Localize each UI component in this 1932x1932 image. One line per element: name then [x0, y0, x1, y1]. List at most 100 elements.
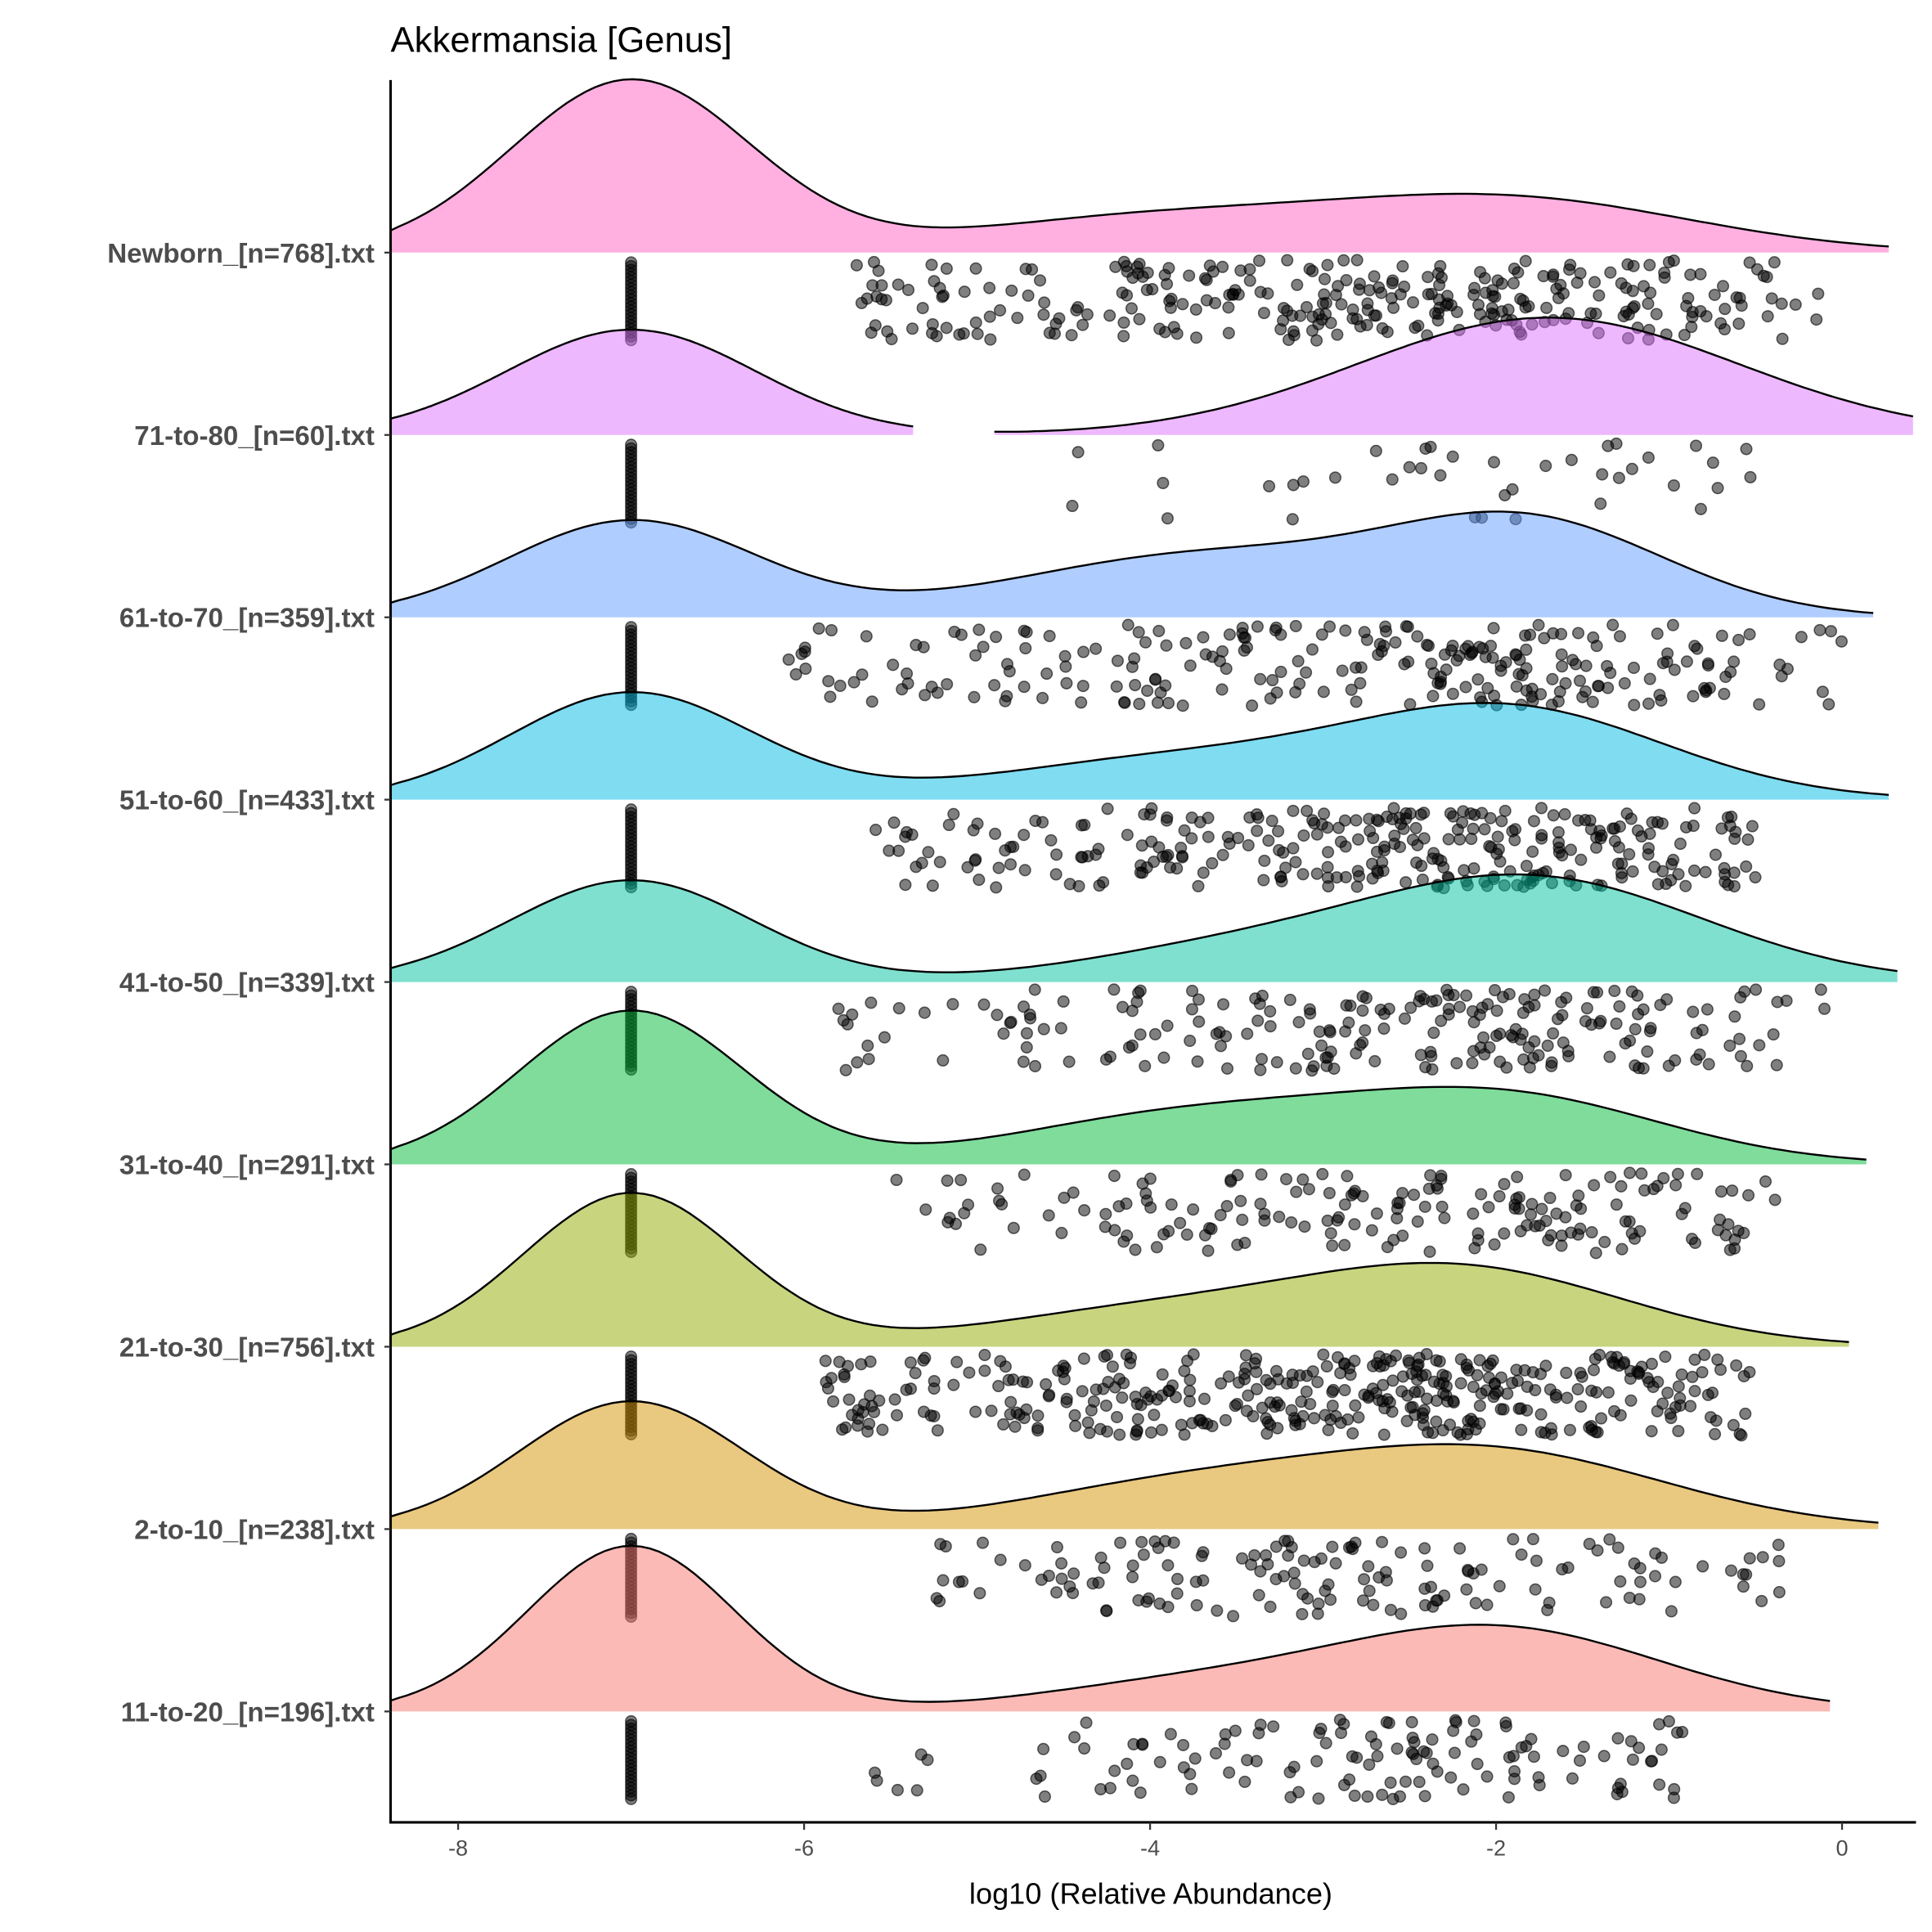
- data-point: [1250, 1755, 1263, 1768]
- data-point: [937, 1574, 950, 1587]
- data-point: [1434, 675, 1447, 689]
- data-point: [1133, 312, 1146, 326]
- data-point: [1130, 1425, 1143, 1438]
- data-point: [1283, 993, 1296, 1006]
- data-point: [1075, 851, 1088, 864]
- data-point: [1264, 1020, 1277, 1033]
- data-point: [1427, 1427, 1440, 1440]
- data-point: [1312, 308, 1325, 321]
- data-point: [1737, 1580, 1750, 1593]
- data-point: [1376, 1788, 1389, 1801]
- data-point: [1514, 292, 1527, 305]
- data-point: [1498, 1178, 1511, 1191]
- data-point: [863, 1418, 876, 1431]
- data-point: [1356, 1594, 1370, 1607]
- data-point: [991, 1009, 1004, 1022]
- data-point: [1224, 1173, 1238, 1187]
- data-point: [1183, 1385, 1196, 1398]
- density-fill: [390, 874, 1898, 982]
- data-point: [1254, 1719, 1267, 1732]
- data-point: [1190, 331, 1203, 344]
- data-point: [904, 1356, 917, 1369]
- data-point: [1318, 272, 1332, 285]
- data-point: [1524, 628, 1537, 641]
- data-point: [1658, 271, 1671, 284]
- data-point: [842, 1359, 855, 1373]
- data-point: [1167, 1536, 1180, 1549]
- data-point: [1816, 685, 1829, 699]
- data-point: [1660, 877, 1673, 891]
- data-point: [1135, 1535, 1148, 1548]
- data-point: [1399, 1775, 1413, 1788]
- data-point: [1543, 1191, 1557, 1205]
- data-point: [994, 1355, 1007, 1368]
- data-point: [1364, 824, 1377, 838]
- data-point: [1187, 1203, 1200, 1216]
- data-point: [1277, 846, 1290, 859]
- data-point: [1501, 1387, 1514, 1400]
- data-point: [1418, 1598, 1431, 1612]
- data-point: [899, 830, 912, 843]
- data-point: [1300, 301, 1314, 314]
- data-point: [1373, 1359, 1386, 1373]
- data-point: [1129, 1243, 1142, 1256]
- data-point: [910, 1784, 923, 1797]
- data-point: [930, 330, 943, 343]
- data-point: [1434, 469, 1447, 482]
- data-point: [1043, 326, 1056, 339]
- data-point: [1814, 983, 1827, 996]
- data-point: [1560, 991, 1573, 1004]
- data-point: [1613, 630, 1626, 643]
- data-point: [1083, 1427, 1096, 1440]
- data-point: [1005, 284, 1018, 297]
- density-fill: [390, 692, 1889, 800]
- data-point: [1672, 868, 1685, 881]
- data-point: [1772, 1539, 1785, 1552]
- data-point: [1604, 1170, 1617, 1184]
- data-point: [1591, 986, 1604, 999]
- data-point: [887, 658, 900, 672]
- data-point: [819, 1355, 832, 1368]
- data-point: [1075, 696, 1088, 709]
- data-point: [1633, 1561, 1647, 1575]
- density-outline: [994, 317, 1914, 434]
- data-point: [1396, 1187, 1409, 1200]
- data-point: [1252, 1588, 1265, 1602]
- data-point: [1391, 1211, 1404, 1224]
- data-point: [924, 1409, 937, 1422]
- data-point: [1617, 1357, 1630, 1370]
- data-point: [1335, 298, 1348, 311]
- data-point: [860, 292, 874, 305]
- data-point: [1286, 513, 1299, 526]
- data-point: [1665, 1605, 1678, 1618]
- data-point: [1055, 1572, 1068, 1585]
- data-point: [1674, 838, 1687, 851]
- data-point: [1419, 1061, 1432, 1074]
- data-point: [869, 824, 883, 837]
- data-point: [860, 630, 873, 643]
- data-point: [1694, 267, 1707, 281]
- data-point: [1130, 995, 1143, 1009]
- data-point: [1371, 1750, 1384, 1763]
- data-point: [1776, 332, 1789, 345]
- data-point: [1644, 286, 1657, 299]
- data-point: [1363, 1758, 1376, 1771]
- data-point: [1377, 1428, 1391, 1441]
- data-point: [1300, 666, 1313, 679]
- data-point: [1144, 1426, 1157, 1439]
- data-point: [1161, 811, 1174, 824]
- data-point: [1740, 860, 1753, 873]
- data-point: [1687, 820, 1700, 833]
- data-point: [1523, 1061, 1536, 1074]
- data-point: [1719, 670, 1732, 683]
- data-point: [1277, 314, 1290, 327]
- data-point: [925, 258, 938, 272]
- data-point: [1666, 618, 1679, 631]
- data-point: [1155, 1389, 1169, 1402]
- data-point: [1199, 648, 1212, 661]
- data-point: [1374, 1003, 1387, 1017]
- data-point: [824, 690, 837, 703]
- data-point: [1379, 1566, 1392, 1579]
- data-point: [1471, 673, 1485, 686]
- data-point: [1539, 1359, 1552, 1373]
